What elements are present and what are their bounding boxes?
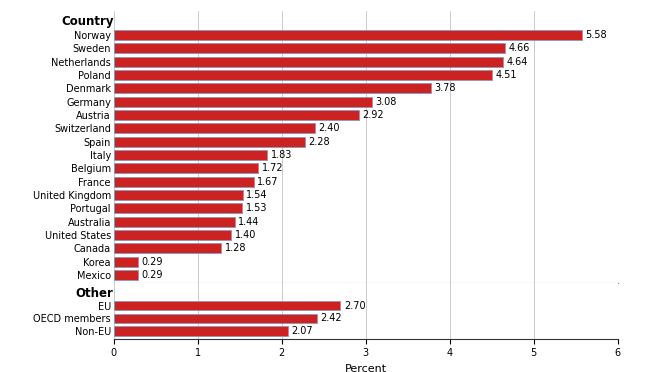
Text: 1.44: 1.44: [238, 217, 259, 227]
Bar: [114, 326, 287, 336]
Text: 2.07: 2.07: [291, 326, 313, 336]
Bar: [114, 57, 503, 67]
Text: 1.67: 1.67: [257, 177, 279, 187]
Bar: [114, 70, 493, 80]
Text: 1.40: 1.40: [235, 230, 256, 240]
Bar: [114, 301, 341, 310]
Bar: [114, 217, 235, 227]
Text: 3.78: 3.78: [434, 83, 456, 93]
Text: 1.28: 1.28: [225, 243, 246, 253]
Bar: [114, 44, 505, 54]
Bar: [114, 314, 317, 323]
X-axis label: Percent: Percent: [344, 364, 387, 372]
Text: 2.92: 2.92: [362, 110, 384, 120]
Bar: [114, 97, 372, 107]
Bar: [114, 177, 254, 187]
Text: 0.29: 0.29: [142, 270, 163, 280]
Bar: [114, 110, 359, 120]
Text: 4.66: 4.66: [508, 44, 530, 54]
Text: 4.51: 4.51: [496, 70, 517, 80]
Bar: [114, 150, 267, 160]
Text: 2.70: 2.70: [344, 301, 365, 311]
Bar: [114, 243, 221, 253]
Bar: [114, 137, 305, 147]
Text: 2.40: 2.40: [318, 124, 340, 134]
Bar: [114, 30, 582, 40]
Text: 1.72: 1.72: [261, 163, 283, 173]
Bar: [114, 190, 243, 200]
Bar: [114, 83, 431, 93]
Text: Country: Country: [61, 15, 114, 28]
Bar: [114, 163, 258, 173]
Bar: [114, 257, 138, 267]
Bar: [114, 203, 242, 213]
Text: 1.53: 1.53: [246, 203, 267, 213]
Bar: [114, 270, 138, 280]
Text: 1.54: 1.54: [246, 190, 268, 200]
Text: 2.42: 2.42: [320, 313, 342, 323]
Text: 4.64: 4.64: [507, 57, 528, 67]
Text: 2.28: 2.28: [309, 137, 330, 147]
Text: 1.83: 1.83: [271, 150, 292, 160]
Text: 0.29: 0.29: [142, 257, 163, 267]
Bar: [114, 230, 231, 240]
Text: 5.58: 5.58: [586, 30, 607, 40]
Bar: [114, 124, 315, 133]
Text: Other: Other: [76, 287, 114, 300]
Text: 3.08: 3.08: [376, 97, 397, 107]
